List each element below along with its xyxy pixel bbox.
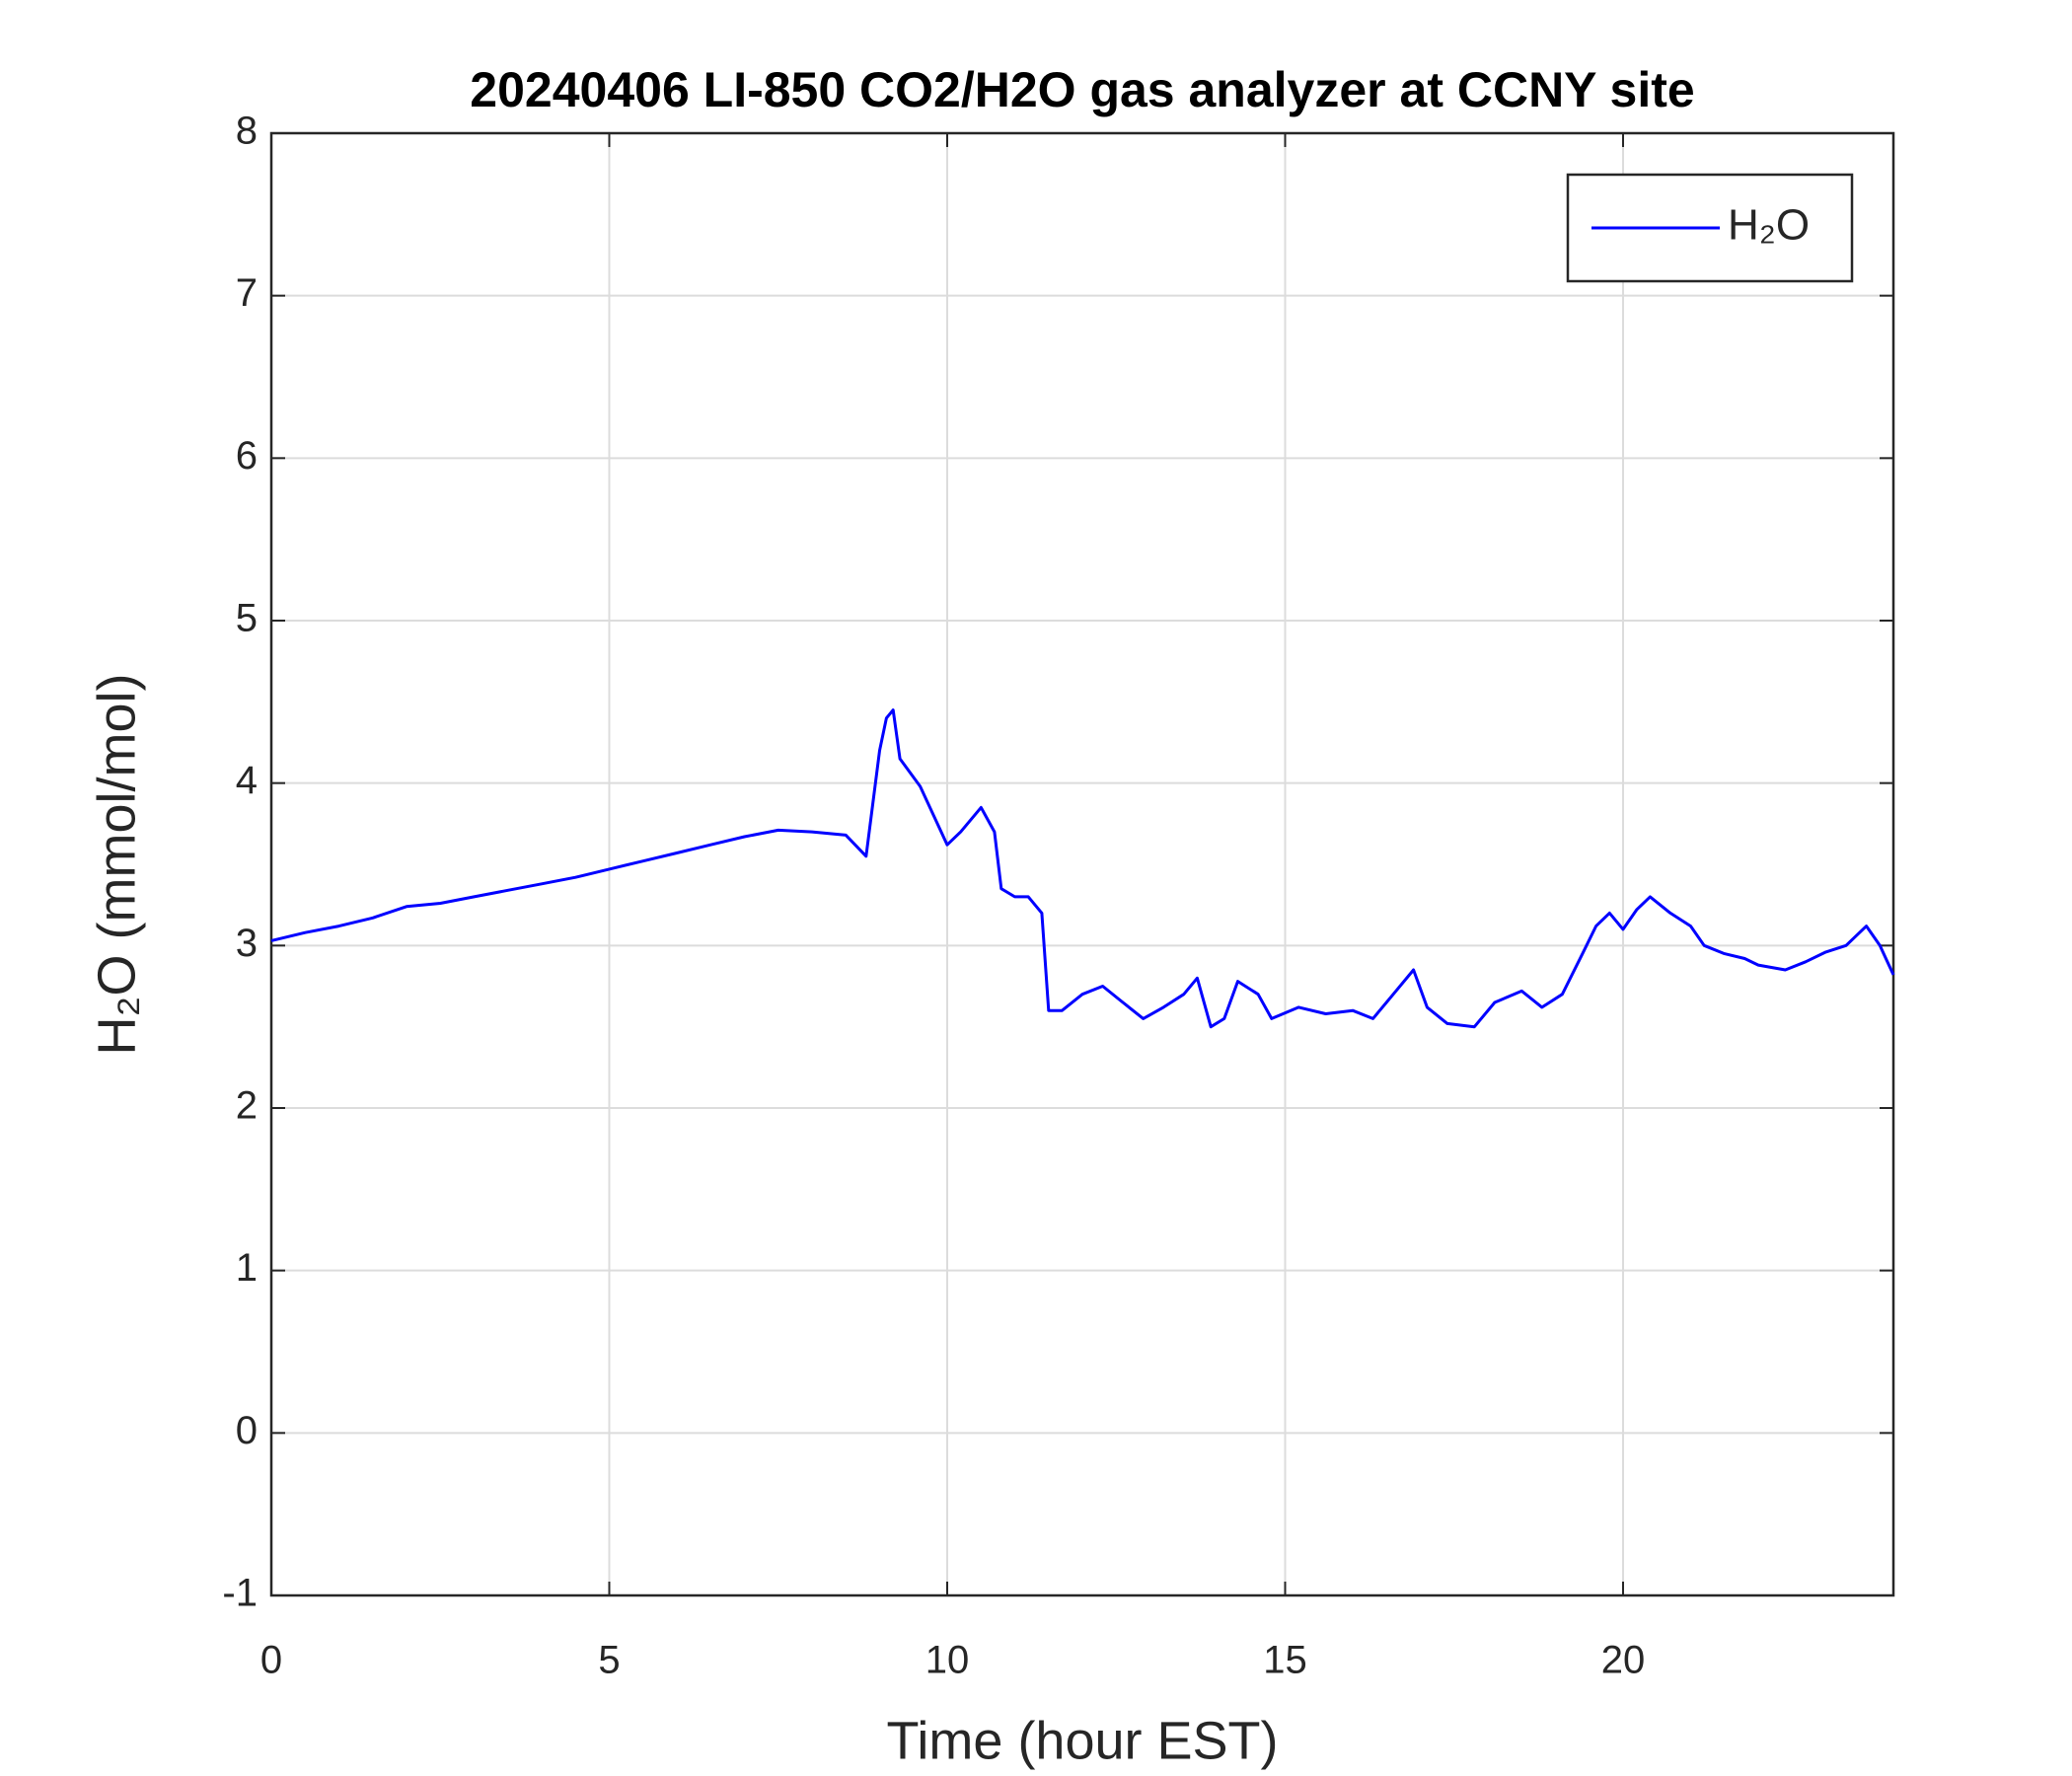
x-tick-label: 10	[925, 1639, 970, 1682]
y-tick-label: 7	[236, 271, 258, 315]
x-tick-label: 15	[1263, 1639, 1307, 1682]
y-tick-label: 5	[236, 597, 258, 640]
y-tick-label: 4	[236, 759, 258, 802]
chart-title: 20240406 LI-850 CO2/H2O gas analyzer at …	[470, 62, 1694, 117]
y-tick-label: 1	[236, 1246, 258, 1290]
x-tick-label: 0	[260, 1639, 282, 1682]
y-tick-label: 6	[236, 434, 258, 478]
y-tick-label: -1	[222, 1572, 258, 1615]
legend-label: H₂O	[1728, 201, 1810, 250]
y-axis-label: H₂O (mmol/mol)	[87, 674, 146, 1056]
data-line	[270, 708, 1895, 1029]
x-tick-label: 20	[1601, 1639, 1646, 1682]
y-tick-label: 2	[236, 1084, 258, 1128]
x-tick-label: 5	[598, 1639, 620, 1682]
plot-frame	[269, 131, 1895, 1597]
y-tick-label: 8	[236, 110, 258, 153]
x-axis-label: Time (hour EST)	[886, 1711, 1278, 1770]
y-tick-label: 0	[236, 1409, 258, 1452]
y-tick-label: 3	[236, 922, 258, 965]
